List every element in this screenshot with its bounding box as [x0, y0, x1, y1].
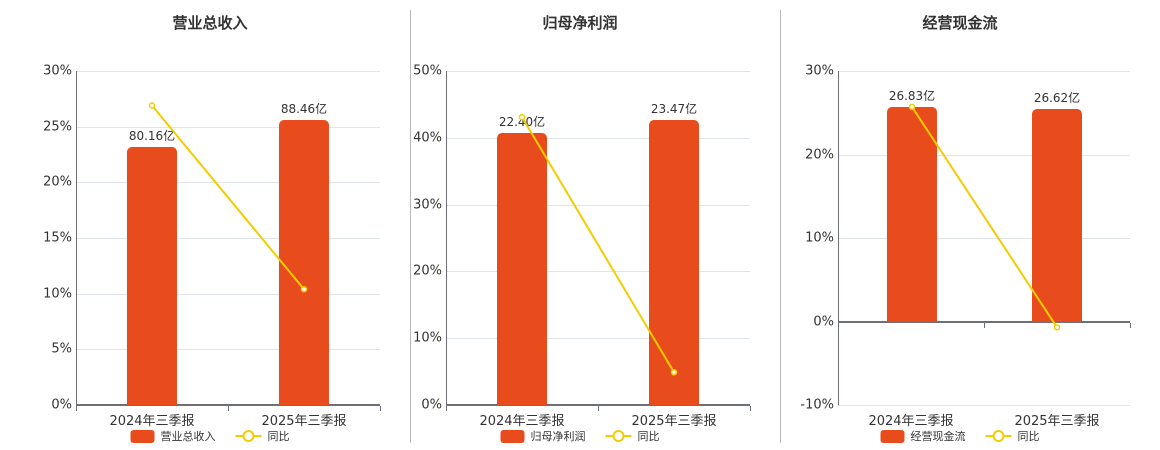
gridline	[76, 349, 380, 351]
legend-bar-swatch[interactable]	[880, 429, 905, 443]
y-tick-label: 30%	[805, 63, 834, 79]
y-tick-label: 20%	[413, 263, 442, 279]
x-category-label: 2024年三季报	[479, 414, 565, 429]
legend-line-circle-icon[interactable]	[235, 429, 262, 443]
y-tick-label: 10%	[805, 230, 834, 246]
bar-value-label: 26.83亿	[888, 89, 936, 103]
chart-legend: 营业总收入 同比	[130, 428, 290, 444]
gridline	[446, 71, 750, 72]
legend-line-circle-icon[interactable]	[605, 429, 632, 443]
x-tick	[228, 406, 229, 411]
bar-value-label: 23.47亿	[650, 102, 698, 116]
legend-bar-label[interactable]: 归母净利润	[530, 430, 586, 443]
y-tick-label: 15%	[43, 230, 72, 246]
x-category-label: 2025年三季报	[261, 414, 347, 429]
bar[interactable]	[887, 107, 937, 322]
x-axis	[76, 404, 380, 406]
legend-bar-swatch[interactable]	[130, 429, 155, 443]
x-category-label: 2025年三季报	[631, 414, 717, 429]
y-tick-label: 50%	[413, 63, 442, 79]
y-tick-label: 30%	[413, 197, 442, 213]
x-tick	[598, 406, 599, 411]
y-axis	[76, 71, 77, 405]
legend-bar-swatch[interactable]	[500, 429, 525, 443]
y-tick-label: 25%	[43, 119, 72, 135]
y-tick-label: 40%	[413, 130, 442, 146]
y-tick-label: 20%	[805, 147, 834, 162]
y-tick-label: 20%	[43, 174, 72, 190]
y-tick-label: 0%	[51, 397, 72, 413]
legend-bar-label[interactable]: 营业总收入	[160, 430, 216, 443]
gridline	[838, 405, 1130, 406]
x-axis	[446, 404, 750, 406]
bar-value-label: 26.62亿	[1033, 91, 1081, 105]
x-tick	[1130, 322, 1131, 328]
legend-bar-label[interactable]: 经营现金流	[910, 430, 966, 443]
x-category-label: 2024年三季报	[109, 414, 195, 429]
legend-line-circle-icon[interactable]	[985, 429, 1012, 443]
chart-legend: 经营现金流 同比	[880, 428, 1040, 444]
y-tick-label: 30%	[43, 63, 72, 79]
y-tick-label: 0%	[421, 397, 442, 413]
legend-line-label[interactable]: 同比	[267, 430, 290, 443]
chart-title: 经营现金流	[922, 14, 998, 32]
x-tick	[76, 406, 77, 411]
x-tick	[446, 406, 447, 411]
y-axis	[446, 71, 447, 405]
yoy-point[interactable]	[1053, 324, 1061, 331]
x-tick	[984, 322, 985, 328]
y-tick-label: 10%	[413, 330, 442, 346]
x-category-label: 2024年三季报	[868, 414, 954, 429]
legend-line-label[interactable]: 同比	[637, 430, 660, 443]
gridline	[76, 293, 380, 295]
gridline	[838, 71, 1130, 72]
gridline	[838, 154, 1130, 156]
y-tick-label: 10%	[43, 286, 72, 302]
panel-separator	[410, 10, 411, 443]
panel-separator	[780, 10, 781, 443]
x-category-label: 2025年三季报	[1014, 414, 1100, 429]
y-tick-label: -10%	[800, 397, 834, 413]
gridline	[76, 71, 380, 72]
y-axis	[838, 71, 839, 405]
x-tick	[838, 322, 839, 328]
y-tick-label: 5%	[51, 341, 72, 357]
x-tick	[750, 406, 751, 411]
legend-line-label[interactable]: 同比	[1017, 430, 1040, 443]
bar[interactable]	[1032, 109, 1082, 322]
chart-legend: 归母净利润 同比	[500, 428, 660, 444]
y-tick-label: 0%	[813, 314, 834, 329]
chart-title: 营业总收入	[172, 14, 248, 32]
chart-title: 归母净利润	[542, 14, 618, 32]
gridline	[838, 238, 1130, 239]
x-tick	[380, 406, 381, 411]
